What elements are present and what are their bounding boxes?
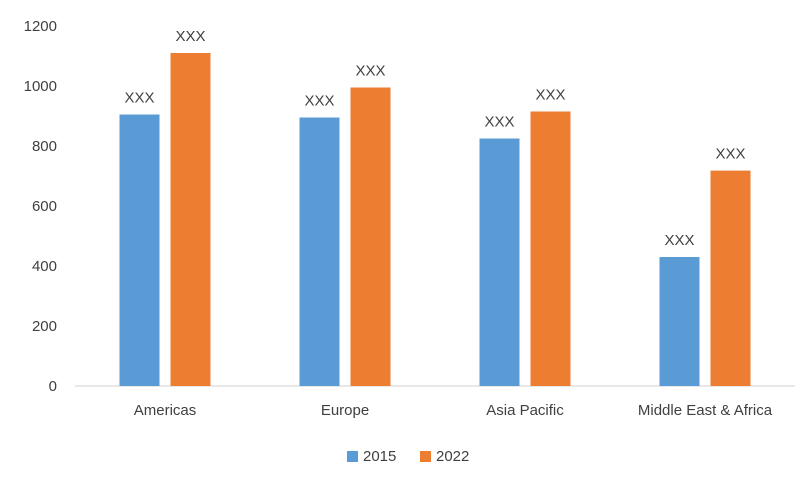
y-tick-label: 200 <box>32 318 57 335</box>
data-label: XXX <box>484 114 514 131</box>
y-tick-label: 1200 <box>24 18 57 35</box>
category-label: Asia Pacific <box>486 402 564 419</box>
category-labels: Americas Europe Asia Pacific Middle East & … <box>134 402 773 419</box>
y-tick-label: 800 <box>32 138 57 155</box>
data-label: XXX <box>304 93 334 110</box>
legend-swatch-2022 <box>420 451 431 462</box>
data-label: XXX <box>124 90 154 107</box>
y-tick-label: 400 <box>32 258 57 275</box>
bar-2015-2 <box>479 138 520 386</box>
y-tick-label: 1000 <box>24 78 57 95</box>
legend-swatch-2015 <box>347 451 358 462</box>
y-axis: 0 200 400 600 800 1000 1200 <box>24 18 57 395</box>
bar-2015-1 <box>299 117 340 386</box>
legend: 2015 2022 <box>347 448 469 465</box>
category-label: Americas <box>134 402 197 419</box>
category-label: Middle East & Africa <box>638 402 773 419</box>
legend-label: 2015 <box>363 448 396 465</box>
bar-2022-2 <box>530 111 571 386</box>
bar-2015-3 <box>659 257 700 386</box>
bars-group <box>119 53 751 386</box>
y-tick-label: 600 <box>32 198 57 215</box>
category-label: Europe <box>321 402 369 419</box>
data-label: XXX <box>664 232 694 249</box>
data-label: XXX <box>355 63 385 80</box>
data-label: XXX <box>175 28 205 45</box>
bar-2022-1 <box>350 87 391 386</box>
data-label: XXX <box>715 146 745 163</box>
y-tick-label: 0 <box>49 378 57 395</box>
legend-label: 2022 <box>436 448 469 465</box>
bar-2022-0 <box>170 53 211 386</box>
bar-2015-0 <box>119 114 160 386</box>
data-label: XXX <box>535 87 565 104</box>
bar-2022-3 <box>710 170 751 386</box>
data-labels-group: XXX XXX XXX XXX XXX XXX XXX XXX <box>124 28 745 249</box>
